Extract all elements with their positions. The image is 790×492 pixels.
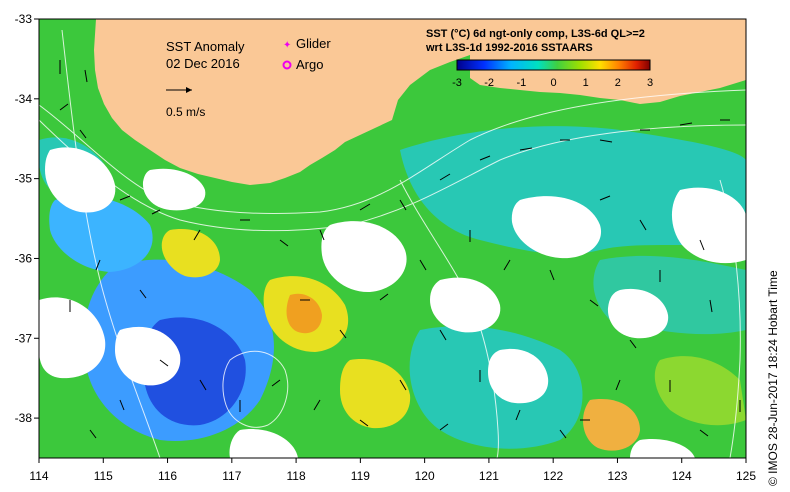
y-tick-label: -33 [15,12,33,26]
cloud-far-east [671,187,746,264]
current-vectors [59,60,741,439]
cloud-south-left [115,326,181,386]
imos-credit: © IMOS 28-Jun-2017 18:24 Hobart Time [766,270,780,486]
argo-marker-icon [282,60,292,70]
y-tick-label: -34 [15,92,33,106]
y-tick-label: -37 [15,331,33,345]
platform-legend: ✦ Glider Argo [282,36,331,72]
orange-core-central [286,293,322,334]
cloud-south-east2 [630,439,695,458]
colorbar-tick-label: -3 [452,77,462,89]
x-tick-label: 116 [158,469,177,483]
yellow-patch-south [340,359,411,429]
cloud-central [321,221,407,293]
product-line-1: SST (°C) 6d ngt-only comp, L3S-6d QL>=2 [426,28,645,40]
x-tick-label: 121 [479,469,499,483]
x-tick-label: 118 [287,469,306,483]
colorbar: -3 -2 -1 0 1 2 3 [452,59,653,89]
cloud-south-center [229,429,298,458]
orange-patch-southeast [583,399,640,451]
colorbar-ramp [456,59,651,71]
y-tick-label: -36 [15,251,33,265]
x-tick-label: 123 [607,469,627,483]
cloud-east [511,196,602,259]
blue-patch-west [49,196,153,272]
colorbar-tick-label: 3 [647,77,653,89]
x-tick-label: 122 [543,469,563,483]
product-line-2: wrt L3S-1d 1992-2016 SSTAARS [425,42,593,54]
x-tick-label: 115 [94,469,113,483]
x-tick-label: 119 [351,469,370,483]
yellow-patch-mid [161,229,220,278]
colorbar-tick-label: -2 [484,77,494,89]
x-tick-label: 124 [672,469,692,483]
colorbar-tick-label: 0 [550,77,556,89]
glider-label: Glider [296,36,331,51]
x-tick-label: 114 [29,469,48,483]
argo-label: Argo [296,57,323,72]
map-title: SST Anomaly [166,39,245,54]
y-tick-label: -38 [15,411,33,425]
y-axis: -33 -34 -35 -36 -37 -38 [15,12,39,425]
colorbar-tick-label: 1 [583,77,589,89]
cloud-center-right [430,277,501,333]
land-mass [94,19,480,185]
cloud-mid-east [607,288,669,339]
colorbar-tick-label: -1 [516,77,526,89]
vector-scale-label: 0.5 m/s [166,105,205,119]
cloud-mask [39,147,746,458]
cloud-southwest [39,297,106,379]
x-tick-label: 117 [222,469,241,483]
cloud-north-ocean [142,168,206,211]
green-yellow-southeast [654,356,746,426]
cloud-southeast [488,348,549,404]
x-tick-label: 120 [415,469,435,483]
x-axis: 114 115 116 117 118 119 120 121 122 123 124 125 [29,458,756,483]
y-tick-label: -35 [15,172,33,186]
bathymetry-contours [39,29,746,458]
colorbar-tick-label: 2 [615,77,621,89]
map-date: 02 Dec 2016 [166,56,240,71]
glider-marker-icon: ✦ [283,40,291,51]
cyan-patch-northeast [400,126,746,255]
x-tick-label: 125 [736,469,756,483]
vector-scale: 0.5 m/s [166,87,205,119]
plot-frame [38,18,747,459]
